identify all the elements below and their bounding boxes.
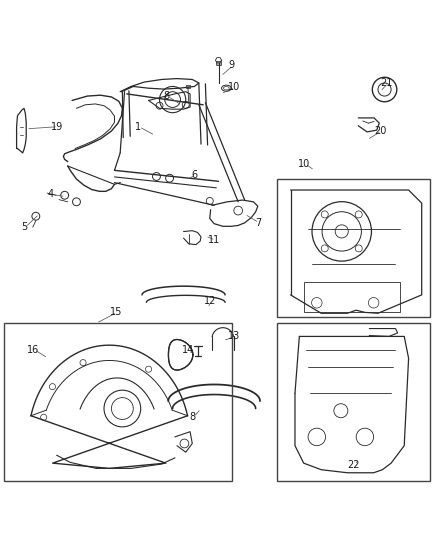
Text: 8: 8 xyxy=(163,91,169,101)
Text: 22: 22 xyxy=(348,461,360,470)
Bar xyxy=(277,324,430,481)
Text: 15: 15 xyxy=(110,308,122,317)
Text: 6: 6 xyxy=(191,169,198,180)
Text: 9: 9 xyxy=(229,60,235,70)
Text: 13: 13 xyxy=(228,332,240,342)
Text: 7: 7 xyxy=(255,218,261,228)
Text: 8: 8 xyxy=(189,412,195,422)
Text: 12: 12 xyxy=(204,296,216,306)
Text: 11: 11 xyxy=(208,235,220,245)
Bar xyxy=(277,179,430,317)
Polygon shape xyxy=(168,340,193,370)
Text: 14: 14 xyxy=(182,344,194,354)
Text: 1: 1 xyxy=(135,122,141,132)
Text: 5: 5 xyxy=(21,222,27,232)
Text: 19: 19 xyxy=(51,122,63,132)
Text: 10: 10 xyxy=(298,159,310,169)
Text: 4: 4 xyxy=(47,189,53,199)
Text: 21: 21 xyxy=(381,78,393,88)
Bar xyxy=(186,85,190,88)
Text: 16: 16 xyxy=(27,344,39,354)
Text: 20: 20 xyxy=(374,126,386,136)
Bar xyxy=(304,282,400,312)
Bar xyxy=(4,324,232,481)
Text: 10: 10 xyxy=(228,82,240,92)
Bar xyxy=(216,61,221,64)
